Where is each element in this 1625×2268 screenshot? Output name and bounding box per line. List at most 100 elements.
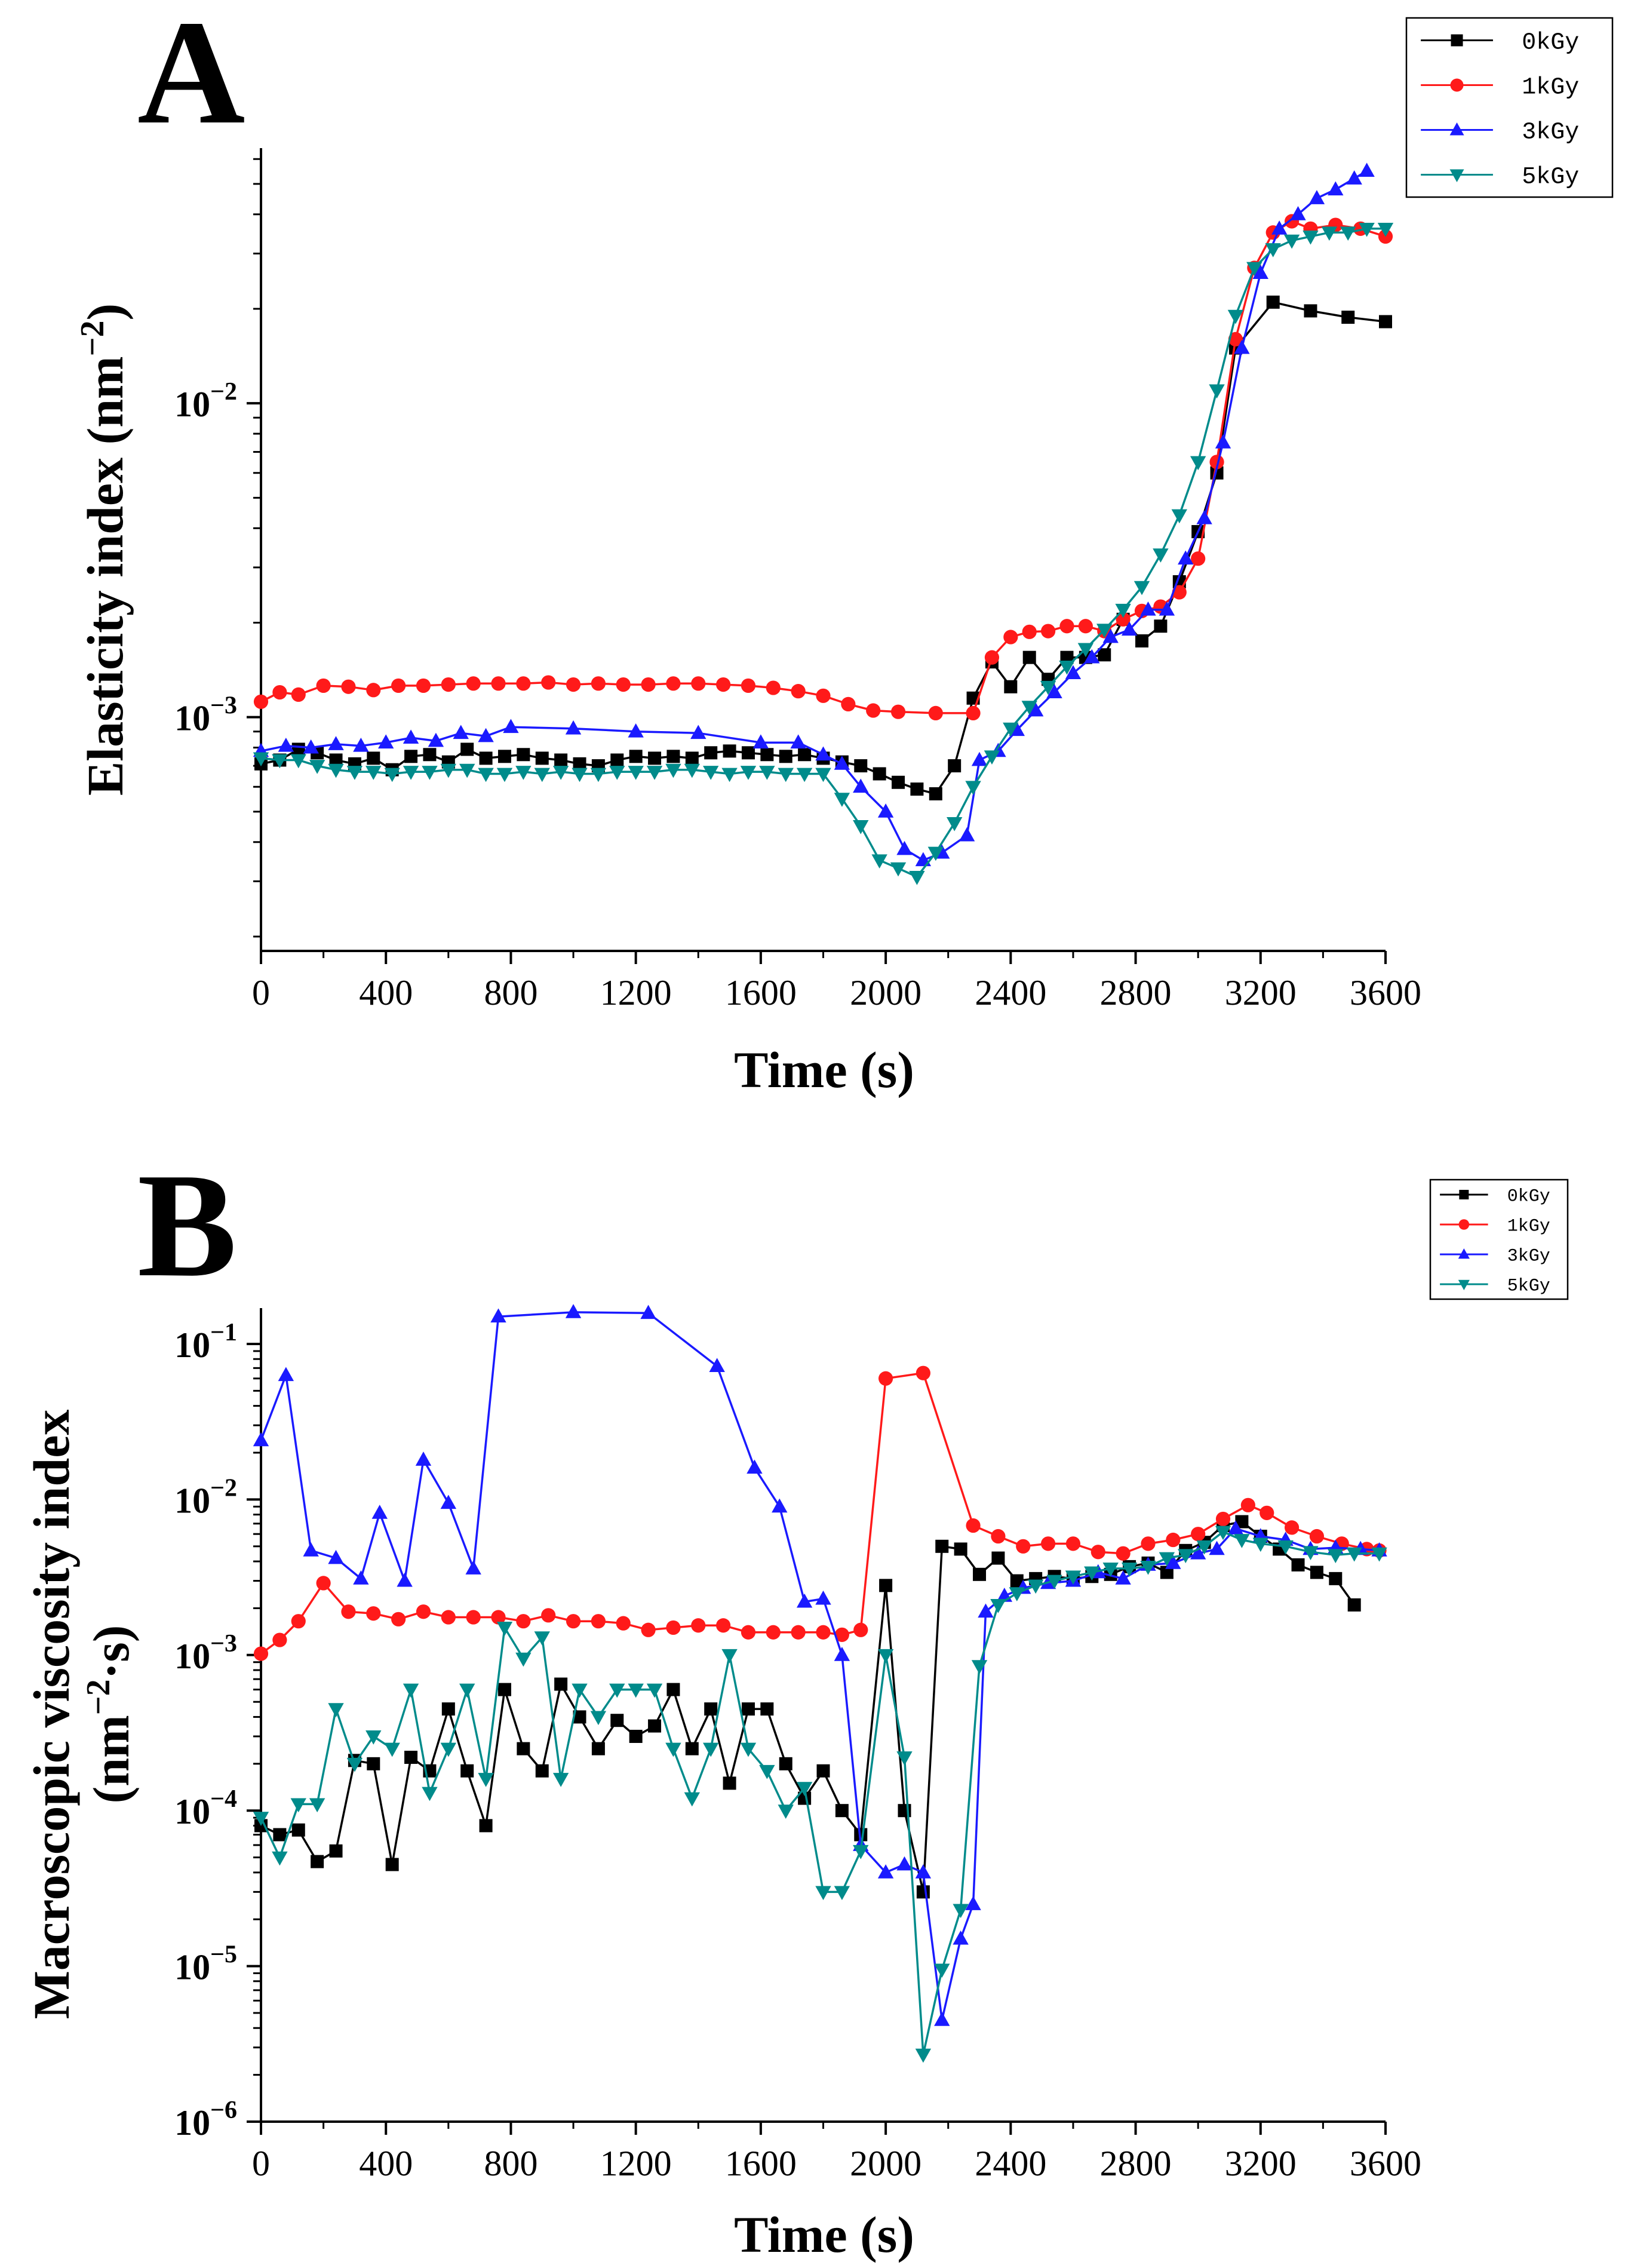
data-point-1kGy — [1209, 455, 1224, 469]
data-point-5kGy — [422, 1787, 438, 1801]
data-point-5kGy — [703, 1742, 719, 1757]
data-point-3kGy — [953, 1930, 969, 1945]
data-point-3kGy — [278, 1367, 294, 1382]
legend-label-0kGy: 0kGy — [1522, 30, 1579, 57]
data-point-1kGy — [691, 676, 706, 691]
data-point-3kGy — [709, 1358, 725, 1373]
data-point-1kGy — [466, 676, 481, 691]
data-point-0kGy — [423, 748, 437, 762]
legend-label-1kGy: 1kGy — [1522, 75, 1579, 102]
data-point-5kGy — [1234, 1534, 1250, 1548]
data-point-0kGy — [1304, 304, 1317, 318]
data-point-0kGy — [629, 750, 643, 763]
x-tick-label: 2800 — [1100, 973, 1172, 1012]
data-point-3kGy — [971, 751, 988, 766]
data-point-5kGy — [1277, 1540, 1294, 1555]
data-point-1kGy — [1172, 585, 1187, 600]
data-point-5kGy — [1003, 722, 1019, 737]
legend-marker-3kGy — [1449, 122, 1464, 136]
data-point-1kGy — [272, 685, 287, 700]
data-point-5kGy — [1246, 262, 1262, 277]
data-point-5kGy — [1371, 1547, 1387, 1562]
data-point-5kGy — [328, 763, 344, 778]
data-point-1kGy — [566, 677, 581, 692]
data-point-5kGy — [590, 1711, 607, 1726]
data-point-3kGy — [1359, 162, 1375, 177]
data-point-0kGy — [1010, 1574, 1024, 1588]
data-point-5kGy — [403, 1683, 419, 1698]
data-point-1kGy — [291, 687, 306, 702]
data-point-3kGy — [1209, 1540, 1225, 1555]
data-point-5kGy — [646, 766, 663, 780]
data-point-3kGy — [815, 746, 831, 761]
data-point-0kGy — [666, 1683, 680, 1696]
data-point-3kGy — [1227, 1520, 1244, 1535]
data-point-3kGy — [1102, 628, 1119, 643]
data-point-3kGy — [796, 1593, 813, 1608]
data-point-0kGy — [1235, 1515, 1249, 1529]
data-point-3kGy — [834, 1647, 850, 1661]
data-point-1kGy — [591, 676, 606, 691]
data-point-5kGy — [1171, 509, 1187, 524]
data-point-0kGy — [723, 744, 736, 758]
data-point-0kGy — [273, 1828, 287, 1842]
data-point-5kGy — [496, 768, 513, 782]
legend-label-5kGy: 5kGy — [1507, 1276, 1550, 1297]
data-point-3kGy — [834, 756, 850, 770]
data-point-5kGy — [1178, 1549, 1194, 1564]
legend: 0kGy 1kGy 3kGy 5kGy — [1405, 17, 1614, 198]
data-point-3kGy — [1084, 649, 1100, 664]
data-point-3kGy — [1308, 190, 1325, 204]
data-point-5kGy — [853, 820, 869, 834]
data-point-5kGy — [1065, 1570, 1082, 1585]
data-point-5kGy — [1115, 603, 1131, 618]
data-point-0kGy — [291, 1823, 305, 1837]
data-point-1kGy — [491, 1610, 506, 1625]
data-point-3kGy — [1027, 702, 1044, 717]
data-point-1kGy — [253, 694, 269, 709]
data-point-0kGy — [1310, 1566, 1323, 1579]
data-point-5kGy — [272, 754, 288, 769]
data-point-0kGy — [479, 1819, 493, 1833]
data-point-5kGy — [1046, 1575, 1062, 1589]
data-point-5kGy — [946, 817, 963, 831]
data-point-1kGy — [1284, 1520, 1300, 1535]
data-point-0kGy — [1266, 295, 1280, 309]
x-tick-label: 2400 — [975, 2144, 1046, 2183]
data-point-3kGy — [934, 2012, 950, 2026]
data-point-5kGy — [759, 766, 775, 780]
series-line-3kGy — [260, 170, 1368, 861]
data-point-5kGy — [896, 1751, 913, 1766]
data-point-3kGy — [371, 1505, 388, 1519]
legend-marker-1kGy — [1450, 78, 1464, 92]
data-point-3kGy — [965, 1896, 981, 1910]
data-point-5kGy — [721, 768, 738, 782]
data-point-1kGy — [666, 676, 681, 691]
x-tick-label: 3200 — [1225, 2144, 1297, 2183]
data-point-1kGy — [341, 679, 356, 694]
data-point-3kGy — [428, 732, 444, 747]
data-point-5kGy — [665, 1742, 681, 1757]
data-point-5kGy — [1377, 222, 1394, 237]
data-point-1kGy — [666, 1620, 681, 1635]
data-point-1kGy — [966, 705, 981, 721]
x-tick-label: 1600 — [725, 2144, 797, 2183]
data-point-0kGy — [854, 759, 868, 773]
data-point-1kGy — [541, 675, 556, 690]
legend-box — [1429, 1178, 1569, 1300]
data-point-3kGy — [790, 734, 806, 749]
data-point-5kGy — [834, 1886, 850, 1901]
data-point-0kGy — [910, 782, 924, 796]
data-point-1kGy — [1065, 1536, 1081, 1551]
data-point-0kGy — [610, 753, 624, 767]
x-axis-title: Time (s) — [734, 1041, 914, 1098]
data-point-5kGy — [515, 766, 532, 780]
data-point-5kGy — [534, 1631, 550, 1646]
data-point-3kGy — [403, 729, 419, 744]
data-point-5kGy — [1328, 1549, 1344, 1564]
data-point-0kGy — [779, 1757, 792, 1770]
data-point-3kGy — [1215, 434, 1231, 449]
data-point-1kGy — [516, 676, 531, 691]
y-tick-label: 10−4 — [174, 1785, 237, 1831]
